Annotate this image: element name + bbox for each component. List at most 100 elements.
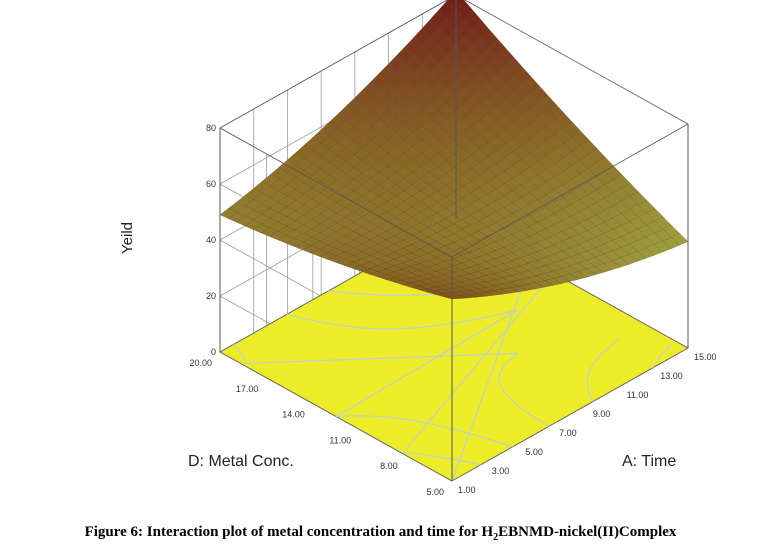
surface-patch xyxy=(368,271,387,278)
surface-patch xyxy=(345,127,364,142)
x-tick-label: 1.00 xyxy=(458,485,476,495)
surface-patch xyxy=(252,223,271,234)
surface-patch xyxy=(452,269,471,277)
surface-patch xyxy=(336,185,355,198)
x-tick-label: 11.00 xyxy=(627,390,649,400)
surface-patch xyxy=(352,235,371,245)
surface-patch xyxy=(361,190,380,202)
y-tick-label: 11.00 xyxy=(329,435,351,445)
surface-patch xyxy=(385,265,404,273)
surface-patch xyxy=(493,289,512,295)
x-tick-label: 5.00 xyxy=(525,447,543,457)
y-tick-label: 17.00 xyxy=(236,384,259,394)
surface-patch xyxy=(318,252,337,260)
surface-patch xyxy=(446,79,464,97)
box-edge xyxy=(464,0,689,125)
surface-patch xyxy=(479,97,498,114)
x-tick-label: 15.00 xyxy=(694,352,717,362)
surface-patch xyxy=(454,88,473,105)
surface-patch xyxy=(336,207,354,218)
y-tick-label: 20.00 xyxy=(189,358,212,368)
surface-patch xyxy=(563,136,581,152)
surface-patch xyxy=(468,288,487,294)
surface-patch xyxy=(269,212,288,223)
surface-patch xyxy=(362,126,380,141)
surface-patch xyxy=(478,236,496,246)
surface-patch xyxy=(387,118,406,134)
surface-patch xyxy=(295,144,313,159)
y-axis-title: D: Metal Conc. xyxy=(188,453,294,470)
z-axis-title: Yeild xyxy=(119,222,136,254)
surface-patch xyxy=(335,244,354,253)
surface-patch xyxy=(360,247,379,256)
surface-patch xyxy=(393,279,412,285)
surface-patch xyxy=(662,236,680,249)
surface-patch xyxy=(343,261,362,269)
surface-patch xyxy=(461,252,479,261)
surface-patch xyxy=(454,103,472,120)
figure-caption: Figure 6: Interaction plot of metal conc… xyxy=(0,524,761,543)
surface-patch xyxy=(437,133,456,148)
surface-patch xyxy=(395,166,413,179)
plot-box-front: 81.587 xyxy=(219,0,689,481)
surface-patch xyxy=(544,278,563,286)
surface-patch xyxy=(378,178,397,191)
surface-patch xyxy=(502,275,521,283)
surface-patch xyxy=(453,197,472,210)
surface-patch xyxy=(511,257,529,267)
surface-patch xyxy=(353,172,372,186)
caption-prefix: Figure 6: Interaction plot of metal conc… xyxy=(84,524,494,540)
surface-patch xyxy=(445,167,464,181)
surface-patch xyxy=(588,148,606,164)
surface-patch xyxy=(337,105,356,121)
surface-patch xyxy=(485,285,504,291)
box-edge xyxy=(219,0,448,129)
surface-patch xyxy=(378,166,397,179)
y-tick-label: 8.00 xyxy=(380,461,398,471)
surface-patch xyxy=(402,244,421,253)
axis-ticks: 0 20 40 60 80 5.00 8.00 11.00 14.00 17.00 20.00 1.0… xyxy=(189,123,716,497)
surface-patch xyxy=(428,179,447,192)
x-tick-label: 7.00 xyxy=(559,428,577,438)
surface-patch xyxy=(471,55,490,73)
contour-line xyxy=(652,344,672,369)
box-edge xyxy=(451,123,689,258)
surface-patch xyxy=(437,118,456,134)
contour-line xyxy=(586,338,620,402)
surface-patch xyxy=(319,218,338,229)
surface-patch xyxy=(328,168,347,181)
surface-patch xyxy=(396,63,414,81)
y-tick-label: 5.00 xyxy=(426,487,444,497)
surface-patch xyxy=(411,231,429,241)
surface-patch xyxy=(360,268,379,275)
surface-patch xyxy=(488,38,506,57)
x-tick-label: 9.00 xyxy=(593,409,611,419)
surface-patch xyxy=(462,155,480,169)
y-tick-label: 14.00 xyxy=(282,410,305,420)
surface-patch xyxy=(412,125,431,141)
surface-patch xyxy=(503,243,521,253)
surface-patch xyxy=(320,149,338,163)
surface-patch xyxy=(344,231,363,241)
surface-patch xyxy=(421,71,439,88)
caption-subscript: 2 xyxy=(493,532,499,543)
surface-patch xyxy=(420,172,438,186)
surface-patch xyxy=(552,276,571,284)
surface-patch xyxy=(413,27,431,47)
surface-patch xyxy=(377,255,396,263)
surface-patch xyxy=(294,224,313,235)
surface-patch xyxy=(603,260,622,271)
surface-patch xyxy=(463,28,481,47)
surface-patch xyxy=(361,211,379,223)
caption-suffix: EBNMD-nickel(II)Complex xyxy=(498,524,677,540)
surface-patch xyxy=(453,208,471,220)
x-axis-title: A: Time xyxy=(622,453,676,470)
surface-patch xyxy=(479,127,497,143)
surface-patch xyxy=(479,112,497,129)
contour-line xyxy=(286,309,518,448)
surface-patch xyxy=(403,195,421,208)
surface-patch xyxy=(236,216,254,227)
surface-patch xyxy=(487,135,506,151)
z-tick-label: 80 xyxy=(206,123,216,133)
surface-patch xyxy=(294,204,313,216)
